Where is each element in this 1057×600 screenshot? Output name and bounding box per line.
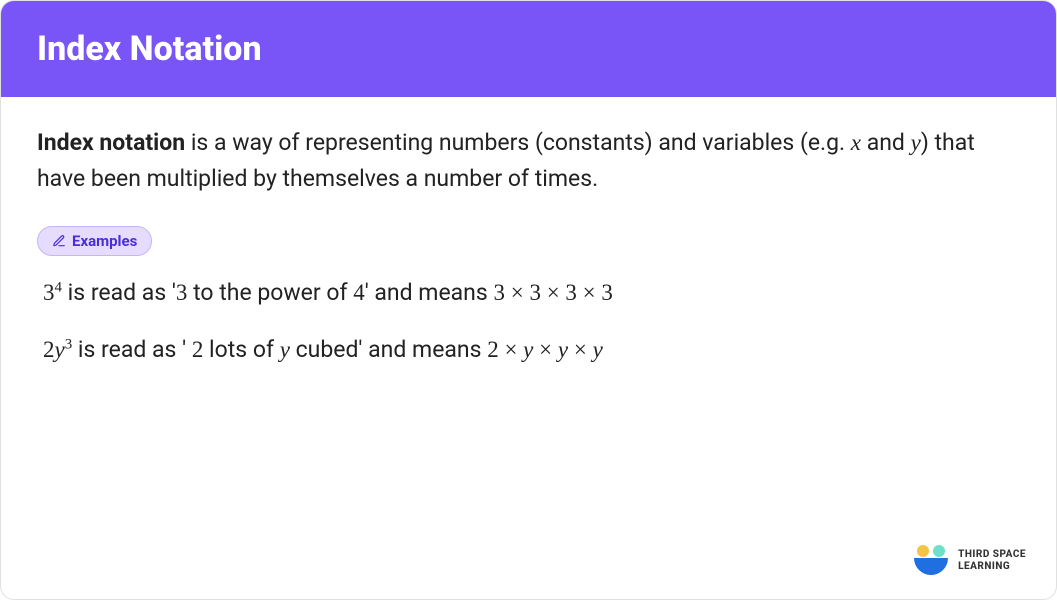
logo-line1: THIRD SPACE — [958, 549, 1026, 561]
pencil-icon — [52, 234, 66, 248]
intro-text: is a way of representing numbers (consta… — [185, 129, 851, 156]
num: 2 — [192, 337, 204, 362]
text: ' and means — [365, 279, 494, 306]
intro-text: and — [861, 129, 911, 156]
text: to the power of — [187, 279, 353, 306]
examples-badge: Examples — [37, 226, 152, 256]
base: y — [55, 337, 65, 362]
times: × — [533, 337, 557, 362]
brand-logo: THIRD SPACE LEARNING — [914, 547, 1026, 575]
example-1: 34 is read as '3 to the power of 4' and … — [43, 276, 1020, 311]
expression: 3 × 3 × 3 × 3 — [493, 280, 612, 305]
content: Index notation is a way of representing … — [1, 97, 1056, 417]
intro-bold: Index notation — [37, 129, 185, 156]
logo-text: THIRD SPACE LEARNING — [958, 549, 1026, 573]
coef: 2 — [43, 337, 55, 362]
expr-part: y — [593, 337, 603, 362]
intro-var-y: y — [911, 130, 921, 155]
logo-dot — [933, 545, 945, 557]
example-2: 2y3 is read as ' 2 lots of y cubed' and … — [43, 333, 1020, 368]
text: is read as ' — [62, 279, 176, 306]
examples-label: Examples — [72, 232, 137, 250]
times: × — [568, 337, 592, 362]
card: Index Notation Index notation is a way o… — [0, 0, 1057, 600]
var: y — [280, 337, 290, 362]
base: 3 — [43, 280, 55, 305]
num: 3 — [176, 280, 188, 305]
expr-part: y — [558, 337, 568, 362]
num: 4 — [353, 280, 365, 305]
intro-var-x: x — [851, 130, 861, 155]
logo-dot — [917, 545, 929, 557]
text: is read as ' — [72, 336, 192, 363]
times: × — [499, 337, 523, 362]
text: lots of — [203, 336, 279, 363]
page-title: Index Notation — [37, 29, 1020, 69]
logo-icon — [914, 547, 948, 575]
intro-paragraph: Index notation is a way of representing … — [37, 125, 1020, 196]
text: cubed' and means — [290, 336, 487, 363]
header: Index Notation — [1, 1, 1056, 97]
exponent: 4 — [55, 280, 62, 296]
expr-part: 2 — [487, 337, 499, 362]
logo-arc — [914, 558, 948, 575]
logo-line2: LEARNING — [958, 561, 1026, 573]
expr-part: y — [523, 337, 533, 362]
